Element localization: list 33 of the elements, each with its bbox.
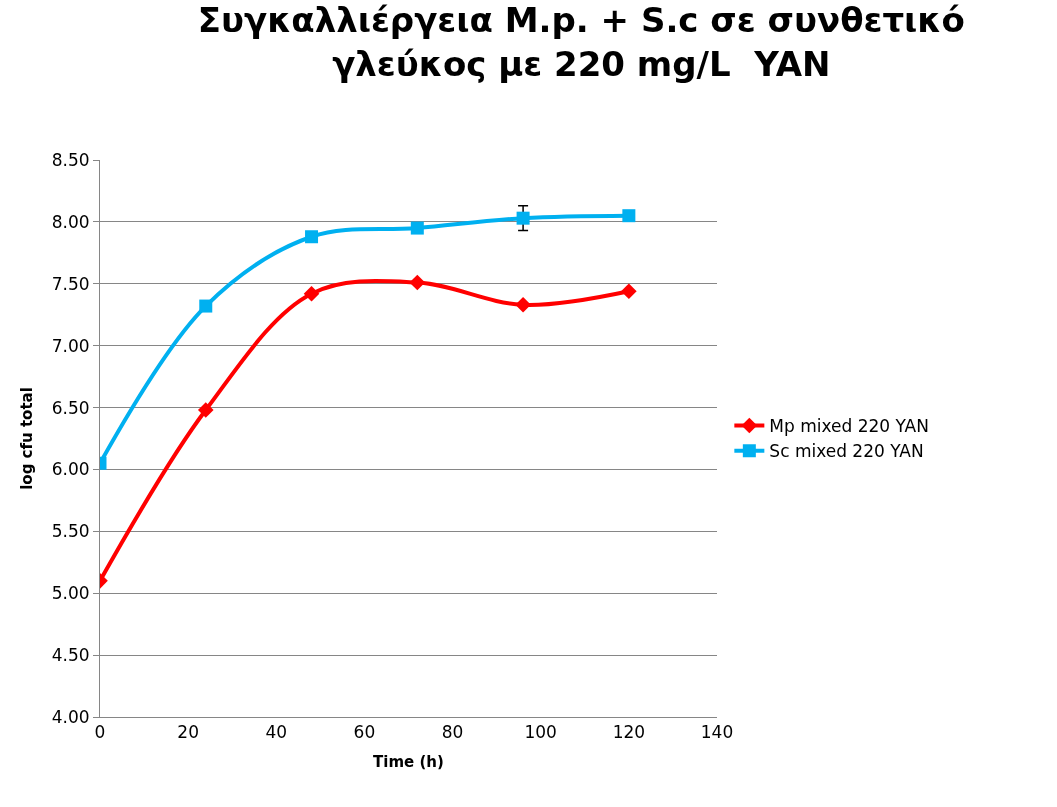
y-tick-label: 7.50	[51, 273, 90, 294]
point	[303, 285, 320, 302]
y-axis-title: log cfu total	[17, 387, 36, 490]
y-tick-label: 6.00	[51, 459, 90, 480]
point	[199, 299, 213, 313]
y-tick-label: 4.00	[51, 706, 90, 727]
x-tick-label: 140	[700, 722, 734, 743]
x-axis-title: Time (h)	[373, 753, 444, 772]
chart-title: Συγκαλλιέργεια M.p. + S.c σε συνθετικό γλεύκος με 220 mg/L YAN	[197, 0, 965, 85]
y-tick-label: 4.50	[51, 645, 90, 666]
legend-label: Mp mixed 220 YAN	[769, 416, 929, 437]
y-tick-label: 8.00	[51, 211, 90, 232]
point	[410, 221, 424, 235]
x-tick-label: 100	[524, 722, 557, 743]
legend-label: Sc mixed 220 YAN	[769, 441, 924, 462]
x-tick-label: 120	[612, 722, 646, 743]
point	[516, 211, 530, 225]
y-tick-label: 5.00	[51, 583, 90, 604]
point	[622, 209, 636, 223]
x-tick-label: 60	[353, 722, 376, 743]
x-tick-label: 40	[265, 722, 288, 743]
point	[197, 402, 214, 418]
x-tick-label: 20	[177, 722, 199, 743]
x-tick-label: 0	[94, 722, 106, 743]
point	[515, 297, 531, 313]
point	[409, 274, 426, 291]
y-tick-label: 8.50	[51, 149, 90, 170]
y-tick-label: 5.50	[51, 521, 90, 542]
point	[305, 230, 319, 244]
y-tick-label: 6.50	[51, 397, 90, 418]
y-tick-label: 7.00	[51, 335, 90, 356]
x-tick-label: 80	[441, 722, 464, 743]
point	[621, 283, 637, 299]
